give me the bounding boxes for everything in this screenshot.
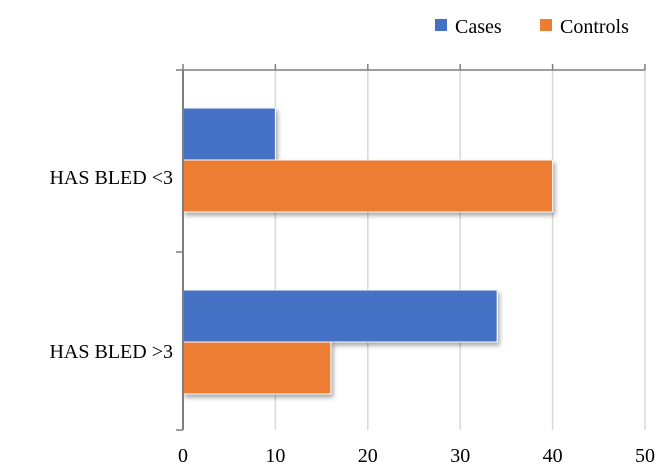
category-label-has-bled-gt3: HAS BLED >3 [49,341,173,363]
x-tick-label-50: 50 [635,445,655,466]
legend-label-cases: Cases [455,16,502,38]
x-tick-labels: 0 10 20 30 40 50 [178,445,655,466]
x-tick-label-30: 30 [450,445,470,466]
bar-cases-has-bled-lt3 [182,107,276,161]
category-label-has-bled-lt3: HAS BLED <3 [49,167,173,189]
x-tick-label-0: 0 [178,445,188,466]
bar-controls-has-bled-lt3 [182,159,554,213]
legend: Cases Controls [435,16,629,38]
axes [176,64,646,431]
legend-swatch-cases [435,19,447,31]
x-tick-label-40: 40 [543,445,563,466]
x-tick-label-10: 10 [265,445,285,466]
category-labels: HAS BLED <3 HAS BLED >3 [49,167,173,363]
legend-label-controls: Controls [560,16,629,38]
x-tick-label-20: 20 [358,445,378,466]
legend-swatch-controls [540,19,552,31]
bar-cases-has-bled-gt3 [182,289,498,343]
bar-controls-has-bled-gt3 [182,341,332,395]
